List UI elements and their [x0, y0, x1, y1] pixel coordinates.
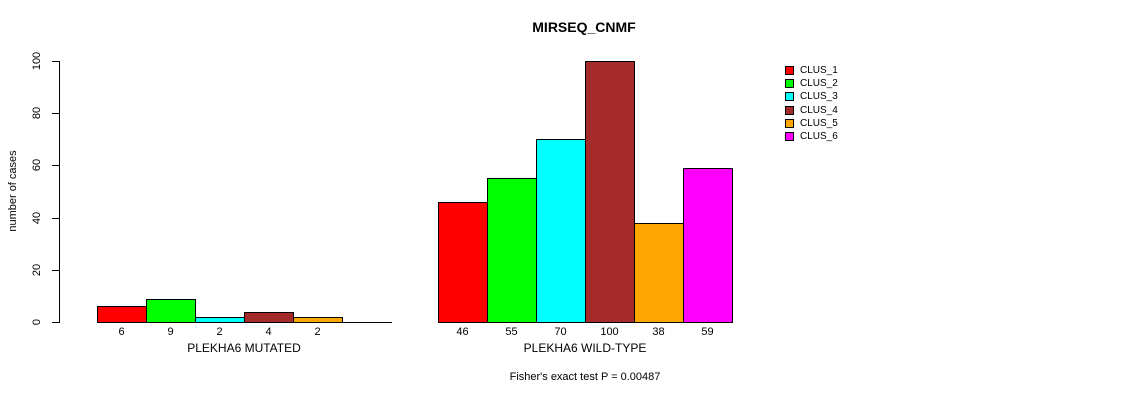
bar-CLUS_3: [195, 317, 245, 323]
bar-value-label: 59: [701, 326, 714, 338]
legend-label-CLUS_4: CLUS_4: [800, 104, 838, 116]
legend-swatch-CLUS_6: [785, 132, 794, 141]
legend-label-CLUS_2: CLUS_2: [800, 78, 838, 90]
y-tick: [52, 61, 59, 62]
legend-swatch-CLUS_3: [785, 92, 794, 102]
y-tick: [52, 165, 59, 166]
legend-label-CLUS_5: CLUS_5: [800, 117, 838, 129]
group-label: PLEKHA6 WILD-TYPE: [523, 341, 647, 355]
bar-CLUS_3: [536, 139, 586, 323]
bar-value-label: 38: [652, 326, 665, 338]
y-tick-label: 20: [31, 263, 43, 277]
legend-label-CLUS_3: CLUS_3: [800, 91, 838, 103]
chart-title: MIRSEQ_CNMF: [532, 19, 636, 35]
legend-swatch-CLUS_2: [785, 79, 794, 89]
y-tick-label: 0: [31, 318, 43, 326]
y-tick: [52, 218, 59, 219]
bar-CLUS_4: [244, 312, 294, 323]
y-tick-label: 40: [31, 211, 43, 225]
bar-value-label: 100: [600, 326, 619, 338]
y-axis-line: [59, 61, 60, 323]
bar-CLUS_5: [634, 223, 684, 323]
bar-CLUS_2: [146, 299, 196, 323]
bar-CLUS_1: [97, 306, 147, 323]
bar-CLUS_1: [438, 202, 488, 323]
legend-label-CLUS_1: CLUS_1: [800, 65, 838, 76]
bar-CLUS_6: [683, 168, 733, 323]
legend-swatch-CLUS_4: [785, 105, 794, 115]
y-tick: [52, 270, 59, 271]
y-tick: [52, 113, 59, 114]
bar-CLUS_4: [585, 61, 635, 323]
y-tick-label: 60: [31, 158, 43, 172]
bar-value-label: 70: [554, 326, 567, 338]
group-label: PLEKHA6 MUTATED: [187, 341, 301, 355]
y-axis-title: number of cases: [7, 150, 19, 232]
bar-value-label: 55: [505, 326, 518, 338]
y-tick-label: 80: [31, 106, 43, 120]
legend-swatch-CLUS_5: [785, 118, 794, 128]
bar-value-label: 4: [265, 326, 272, 338]
legend-swatch-CLUS_1: [785, 66, 794, 75]
bar-CLUS_5: [293, 317, 343, 323]
bar-value-label: 9: [167, 326, 174, 338]
legend-label-CLUS_6: CLUS_6: [800, 131, 838, 142]
y-tick-label: 100: [31, 51, 43, 71]
y-tick: [52, 322, 59, 323]
bar-value-label: 46: [456, 326, 469, 338]
bar-value-label: 6: [118, 326, 125, 338]
fisher-test-annotation: Fisher's exact test P = 0.00487: [509, 371, 661, 383]
bar-value-label: 2: [216, 326, 223, 338]
bar-value-label: 2: [314, 326, 321, 338]
bar-CLUS_2: [487, 178, 537, 323]
